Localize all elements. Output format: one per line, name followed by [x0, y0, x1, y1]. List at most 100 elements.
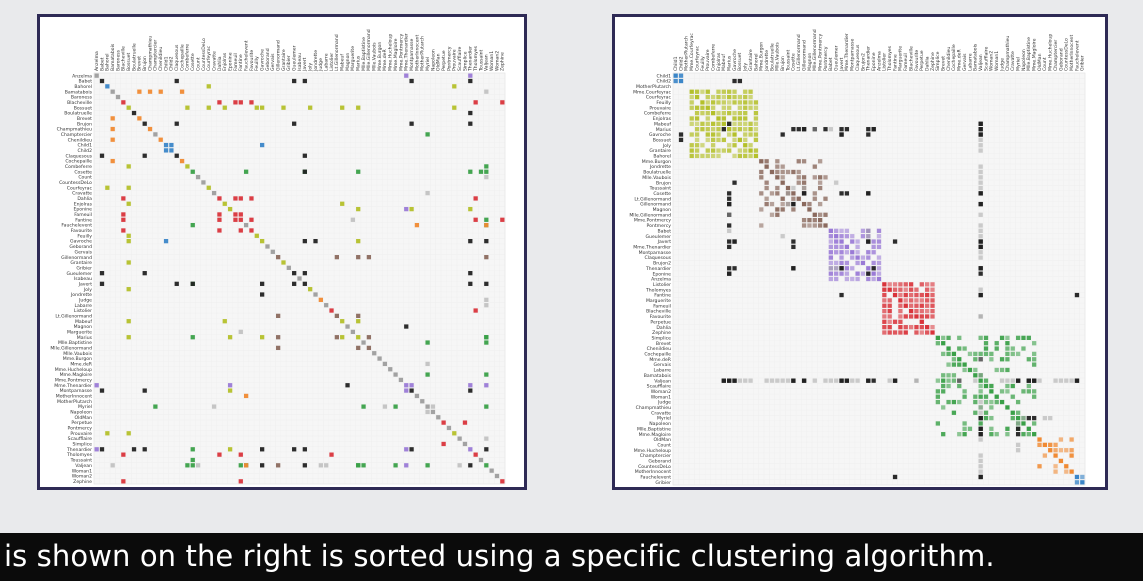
matrix-cell [727, 132, 732, 137]
matrix-cell [935, 378, 940, 383]
matrix-cell [217, 228, 222, 233]
matrix-cell [818, 212, 823, 217]
column-label: Mabeuf [721, 54, 727, 71]
matrix-cell [818, 180, 823, 185]
matrix-cell [716, 100, 721, 105]
column-label: Marguerite [350, 46, 356, 71]
row-label: Eponine [652, 271, 671, 277]
matrix-cell [871, 271, 876, 276]
matrix-cell [834, 276, 839, 282]
matrix-cell [249, 217, 254, 222]
matrix-cell [775, 191, 780, 196]
matrix-cell [818, 201, 823, 207]
matrix-cell [973, 357, 978, 362]
column-label: Cochepaille [951, 44, 957, 71]
row-label: Combeferre [644, 111, 671, 117]
matrix-cell [260, 292, 265, 297]
matrix-cell [1010, 351, 1015, 357]
matrix-cell [930, 298, 935, 303]
matrix-cells [673, 73, 1085, 485]
matrix-cell [914, 292, 919, 298]
matrix-cells [94, 73, 505, 484]
matrix-cell [951, 362, 957, 367]
row-label: Gillenormand [61, 255, 92, 261]
matrix-cell [769, 169, 775, 175]
column-label: Fantine [892, 54, 898, 71]
matrix-cell [785, 191, 791, 196]
matrix-cell [935, 341, 940, 346]
matrix-cell [994, 346, 999, 351]
matrix-cell [404, 388, 409, 393]
column-label: Dahlia [217, 56, 223, 71]
matrix-cell [962, 367, 967, 373]
matrix-cell [978, 201, 983, 207]
matrix-cell [919, 330, 924, 335]
matrix-cell [705, 153, 710, 159]
matrix-cell [270, 249, 275, 254]
matrix-cell [807, 201, 812, 207]
matrix-cell [468, 121, 473, 126]
matrix-cell [903, 325, 908, 330]
row-label: MotherPlutarch [57, 399, 92, 405]
matrix-cell [345, 324, 350, 329]
matrix-cell [828, 255, 833, 260]
matrix-cell [233, 217, 238, 222]
matrix-cell [914, 303, 919, 308]
matrix-cell [983, 410, 989, 415]
matrix-cell [989, 357, 994, 362]
matrix-cell [227, 335, 233, 340]
matrix-cell [860, 234, 866, 239]
column-label: Scaufflaire [457, 47, 463, 71]
row-label: Bamatabois [644, 373, 672, 379]
column-label: Joly [743, 63, 749, 72]
column-label: Geborand [1058, 48, 1064, 71]
column-label: CountessDeLo [201, 38, 207, 71]
matrix-cell [780, 207, 785, 212]
row-label: Marius [656, 127, 672, 133]
matrix-cell [962, 432, 967, 437]
row-label: Scaufflaire [68, 436, 92, 442]
matrix-cell [249, 100, 254, 105]
row-label: Valjean [75, 463, 92, 469]
row-label: Pontmercy [647, 223, 672, 229]
row-label: Mme.Hucheloup [634, 448, 671, 454]
matrix-cell [935, 394, 940, 399]
row-label: Mlle.Baptistine [58, 340, 92, 346]
matrix-cell [484, 89, 489, 94]
matrix-cell [94, 447, 99, 452]
matrix-cell [694, 89, 700, 94]
matrix-cell [999, 389, 1005, 394]
matrix-cell [99, 281, 105, 286]
matrix-cell [727, 89, 732, 94]
matrix-cell [818, 175, 823, 180]
matrix-cell [705, 132, 710, 137]
matrix-cell [727, 244, 732, 250]
matrix-cell [764, 196, 769, 201]
matrix-cell [946, 399, 951, 405]
matrix-cell [1069, 453, 1074, 458]
matrix-cell [302, 281, 307, 286]
matrix-cell [876, 234, 882, 239]
row-labels: Child1Child2MotherPlutarchMme.Courfeyrac… [629, 73, 671, 486]
matrix-cell [935, 421, 940, 426]
row-label: Gribier [655, 480, 671, 486]
row-label: Tholomyes [645, 287, 672, 293]
matrix-cell [382, 404, 388, 409]
column-label: Grantaire [281, 49, 287, 71]
column-label: Simplice [935, 51, 941, 71]
row-label: Bossuet [653, 137, 671, 143]
matrix-cell [732, 127, 737, 132]
matrix-cell [850, 234, 855, 239]
matrix-cell [941, 405, 946, 410]
matrix-cell [302, 239, 307, 244]
matrix-cell [302, 153, 307, 158]
row-label: Cravatte [651, 410, 671, 416]
matrix-cell [727, 148, 732, 153]
matrix-cell [700, 105, 705, 110]
matrix-cell [737, 137, 743, 143]
caption-bar: is shown on the right is sorted using a … [0, 533, 1143, 581]
matrix-cell [705, 116, 710, 121]
matrix-cell [801, 127, 807, 132]
matrix-cell [484, 463, 489, 468]
matrix-cell [158, 137, 163, 142]
